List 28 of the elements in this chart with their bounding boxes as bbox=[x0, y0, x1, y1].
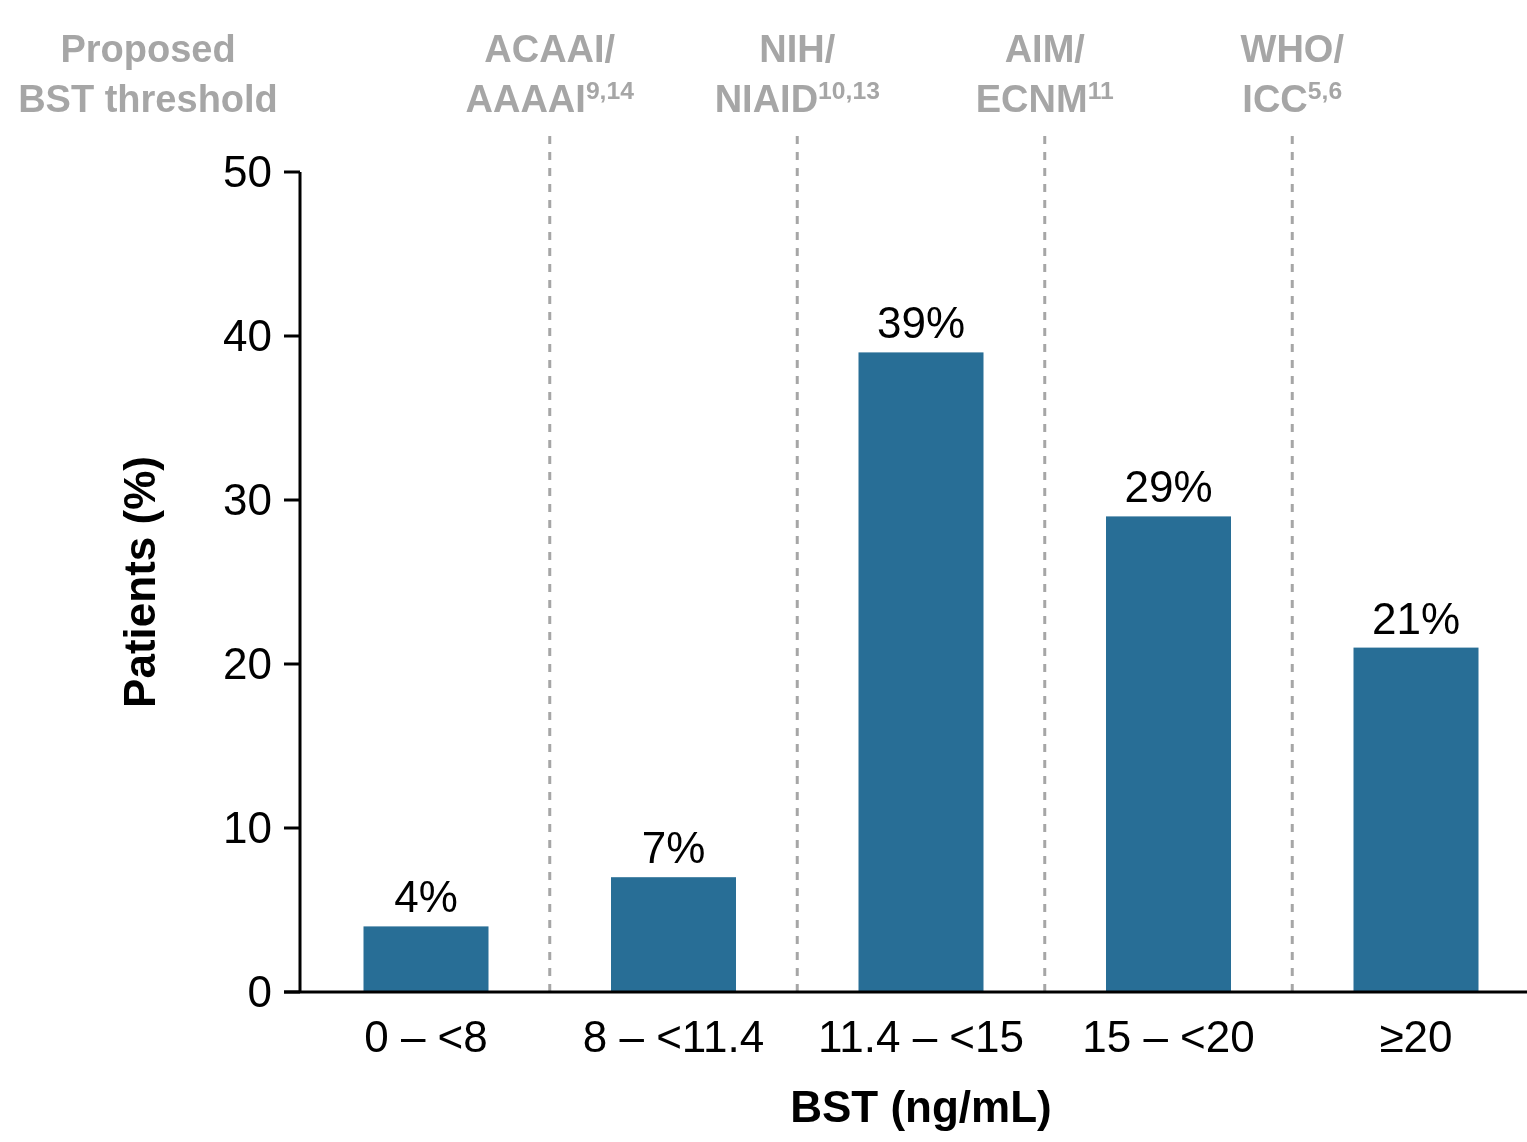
x-tick-label: 0 – <8 bbox=[364, 1012, 488, 1061]
x-tick-label: ≥20 bbox=[1379, 1012, 1453, 1061]
bar bbox=[1106, 516, 1231, 992]
data-label: 39% bbox=[876, 298, 966, 348]
x-tick-label: 8 – <11.4 bbox=[582, 1012, 765, 1061]
data-label: 4% bbox=[394, 872, 458, 922]
data-label: 7% bbox=[641, 823, 706, 873]
y-tick-label: 10 bbox=[223, 803, 272, 853]
text: WHO/ ICC$^{5,6}$ bbox=[1240, 28, 1345, 120]
bar bbox=[1353, 647, 1479, 992]
text: Proposed BST threshold bbox=[18, 28, 278, 120]
y-tick-label: 30 bbox=[223, 475, 272, 525]
y-tick-label: 0 bbox=[247, 967, 272, 1017]
y-tick-label: 50 bbox=[223, 147, 272, 197]
x-axis-title: BST (ng/mL) bbox=[790, 1082, 1052, 1131]
data-label: 29% bbox=[1124, 462, 1213, 512]
bar bbox=[858, 352, 984, 992]
y-tick-label: 40 bbox=[223, 311, 272, 361]
y-tick-label: 20 bbox=[223, 639, 272, 689]
data-label: 21% bbox=[1371, 593, 1461, 643]
bar bbox=[363, 926, 489, 992]
y-axis-title: Patients (%) bbox=[115, 456, 164, 708]
x-tick-label: 11.4 – <15 bbox=[818, 1012, 1024, 1061]
text: AIM/ ECNM$^{11}$ bbox=[975, 28, 1115, 120]
text: ACAAI/ AAAAI$^{9,14}$ bbox=[465, 28, 635, 120]
x-tick-label: 15 – <20 bbox=[1082, 1012, 1255, 1061]
text: NIH/ NIAID$^{10,13}$ bbox=[714, 28, 880, 120]
bar bbox=[611, 877, 736, 992]
